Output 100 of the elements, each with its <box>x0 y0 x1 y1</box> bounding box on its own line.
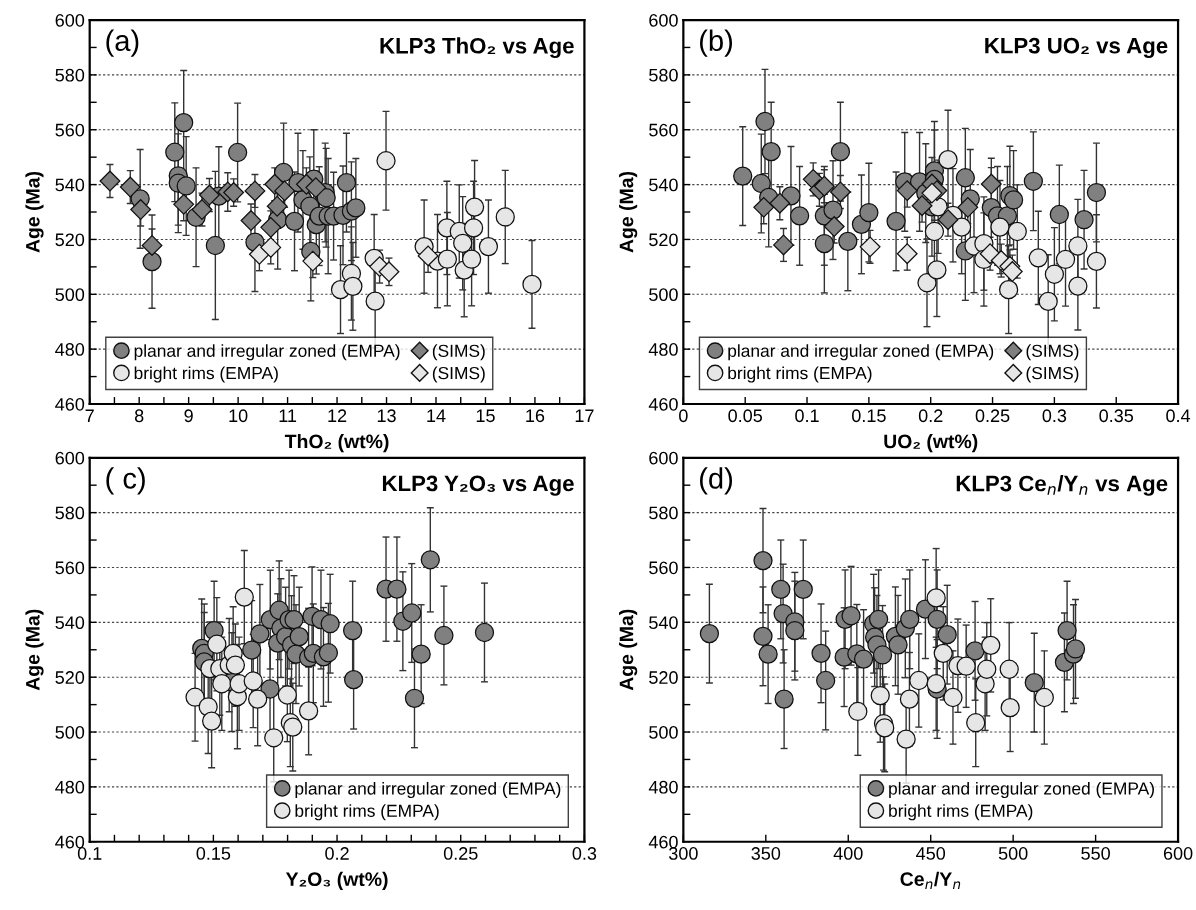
x-tick-label: 0.2 <box>325 847 349 860</box>
y-tick-label: 520 <box>649 233 678 247</box>
point <box>926 674 946 694</box>
point <box>753 626 773 646</box>
point <box>242 640 262 660</box>
point <box>875 718 895 738</box>
point <box>937 625 957 645</box>
annotation: (d) <box>700 467 733 495</box>
point <box>957 196 979 218</box>
text: KLP3 Ce$_{n}$/Y$_{n}$ vs Age <box>956 475 1168 496</box>
point <box>365 291 385 311</box>
point <box>223 182 245 203</box>
point <box>453 233 473 253</box>
point <box>378 261 400 283</box>
point <box>318 643 339 663</box>
point <box>751 173 771 194</box>
point <box>951 217 972 237</box>
y-tick-label: 560 <box>649 123 678 137</box>
point <box>785 620 805 641</box>
legend-label: bright rims (EMPA) <box>134 366 278 383</box>
point <box>980 173 1002 195</box>
point <box>753 550 773 571</box>
y-tick-label: 560 <box>649 561 678 575</box>
point <box>1038 291 1058 312</box>
point <box>758 644 778 664</box>
x-tick-label: 550 <box>1081 847 1110 860</box>
y-tick-label: 600 <box>55 13 85 27</box>
point <box>999 659 1019 679</box>
point <box>859 236 881 258</box>
legend-label: bright rims (EMPA) <box>295 804 439 821</box>
point <box>243 671 263 691</box>
y-axis-title: Age (Ma) <box>25 609 44 691</box>
point <box>943 687 963 708</box>
point <box>346 198 366 218</box>
point <box>343 669 364 690</box>
point <box>1074 210 1094 230</box>
point <box>343 276 363 296</box>
x-tick-label: 0.35 <box>1099 409 1134 423</box>
x-axis-title: ThO₂ (wt%) <box>284 434 389 453</box>
point <box>305 177 327 199</box>
point <box>320 614 340 634</box>
point <box>979 243 1001 265</box>
point <box>1034 687 1054 708</box>
point <box>201 711 222 731</box>
point <box>198 184 220 206</box>
y-tick-label: 460 <box>648 835 678 849</box>
point <box>1065 639 1086 659</box>
y-tick-label: 520 <box>649 671 678 684</box>
point <box>733 166 753 186</box>
y-axis-title: Age (Ma) <box>619 609 638 691</box>
point <box>284 609 304 630</box>
point <box>977 659 997 679</box>
x-tick-label: 0.15 <box>852 409 886 423</box>
x-tick-label: 0.15 <box>196 847 231 860</box>
legend-label: planar and irregular zoned (EMPA) <box>295 781 561 799</box>
point <box>990 217 1010 237</box>
y-tick-label: 460 <box>648 397 678 411</box>
point <box>244 180 266 202</box>
x-tick-label: 0.25 <box>975 409 1010 423</box>
point <box>872 645 893 665</box>
x-tick-label: 7 <box>85 409 94 422</box>
point <box>1028 248 1048 268</box>
point <box>793 579 813 600</box>
x-tick-label: 0.3 <box>572 847 597 860</box>
point <box>1044 264 1065 284</box>
point <box>896 180 918 202</box>
text: KLP3 ThO₂ vs Age <box>380 37 574 59</box>
point <box>896 729 916 749</box>
y-axis-title: Age (Ma) <box>25 171 44 253</box>
point <box>966 713 986 733</box>
point <box>1055 249 1076 270</box>
point <box>921 182 943 204</box>
point <box>191 199 213 220</box>
point <box>174 112 194 133</box>
point <box>926 588 946 608</box>
point <box>829 181 851 203</box>
point <box>1049 204 1069 225</box>
point <box>342 620 363 641</box>
point <box>924 221 945 242</box>
point <box>404 688 425 708</box>
y-tick-label: 480 <box>648 343 678 356</box>
point <box>1024 673 1044 693</box>
point <box>225 655 246 675</box>
point <box>981 635 1001 656</box>
point <box>789 206 810 226</box>
y-tick-label: 580 <box>55 506 85 520</box>
point <box>699 623 720 644</box>
y-tick-label: 520 <box>55 233 85 247</box>
y-tick-label: 600 <box>55 451 85 465</box>
point <box>417 245 439 267</box>
legend-label: planar and irregular zoned (EMPA) <box>728 344 994 361</box>
text: KLP3 Y₂O₃ vs Age <box>382 475 574 496</box>
y-tick-label: 560 <box>55 561 85 575</box>
point <box>264 728 284 748</box>
y-tick-label: 500 <box>55 725 85 739</box>
point <box>841 606 861 626</box>
point <box>289 626 309 647</box>
y-tick-label: 540 <box>649 178 678 192</box>
point <box>302 250 324 272</box>
x-tick-label: 9 <box>184 409 193 423</box>
